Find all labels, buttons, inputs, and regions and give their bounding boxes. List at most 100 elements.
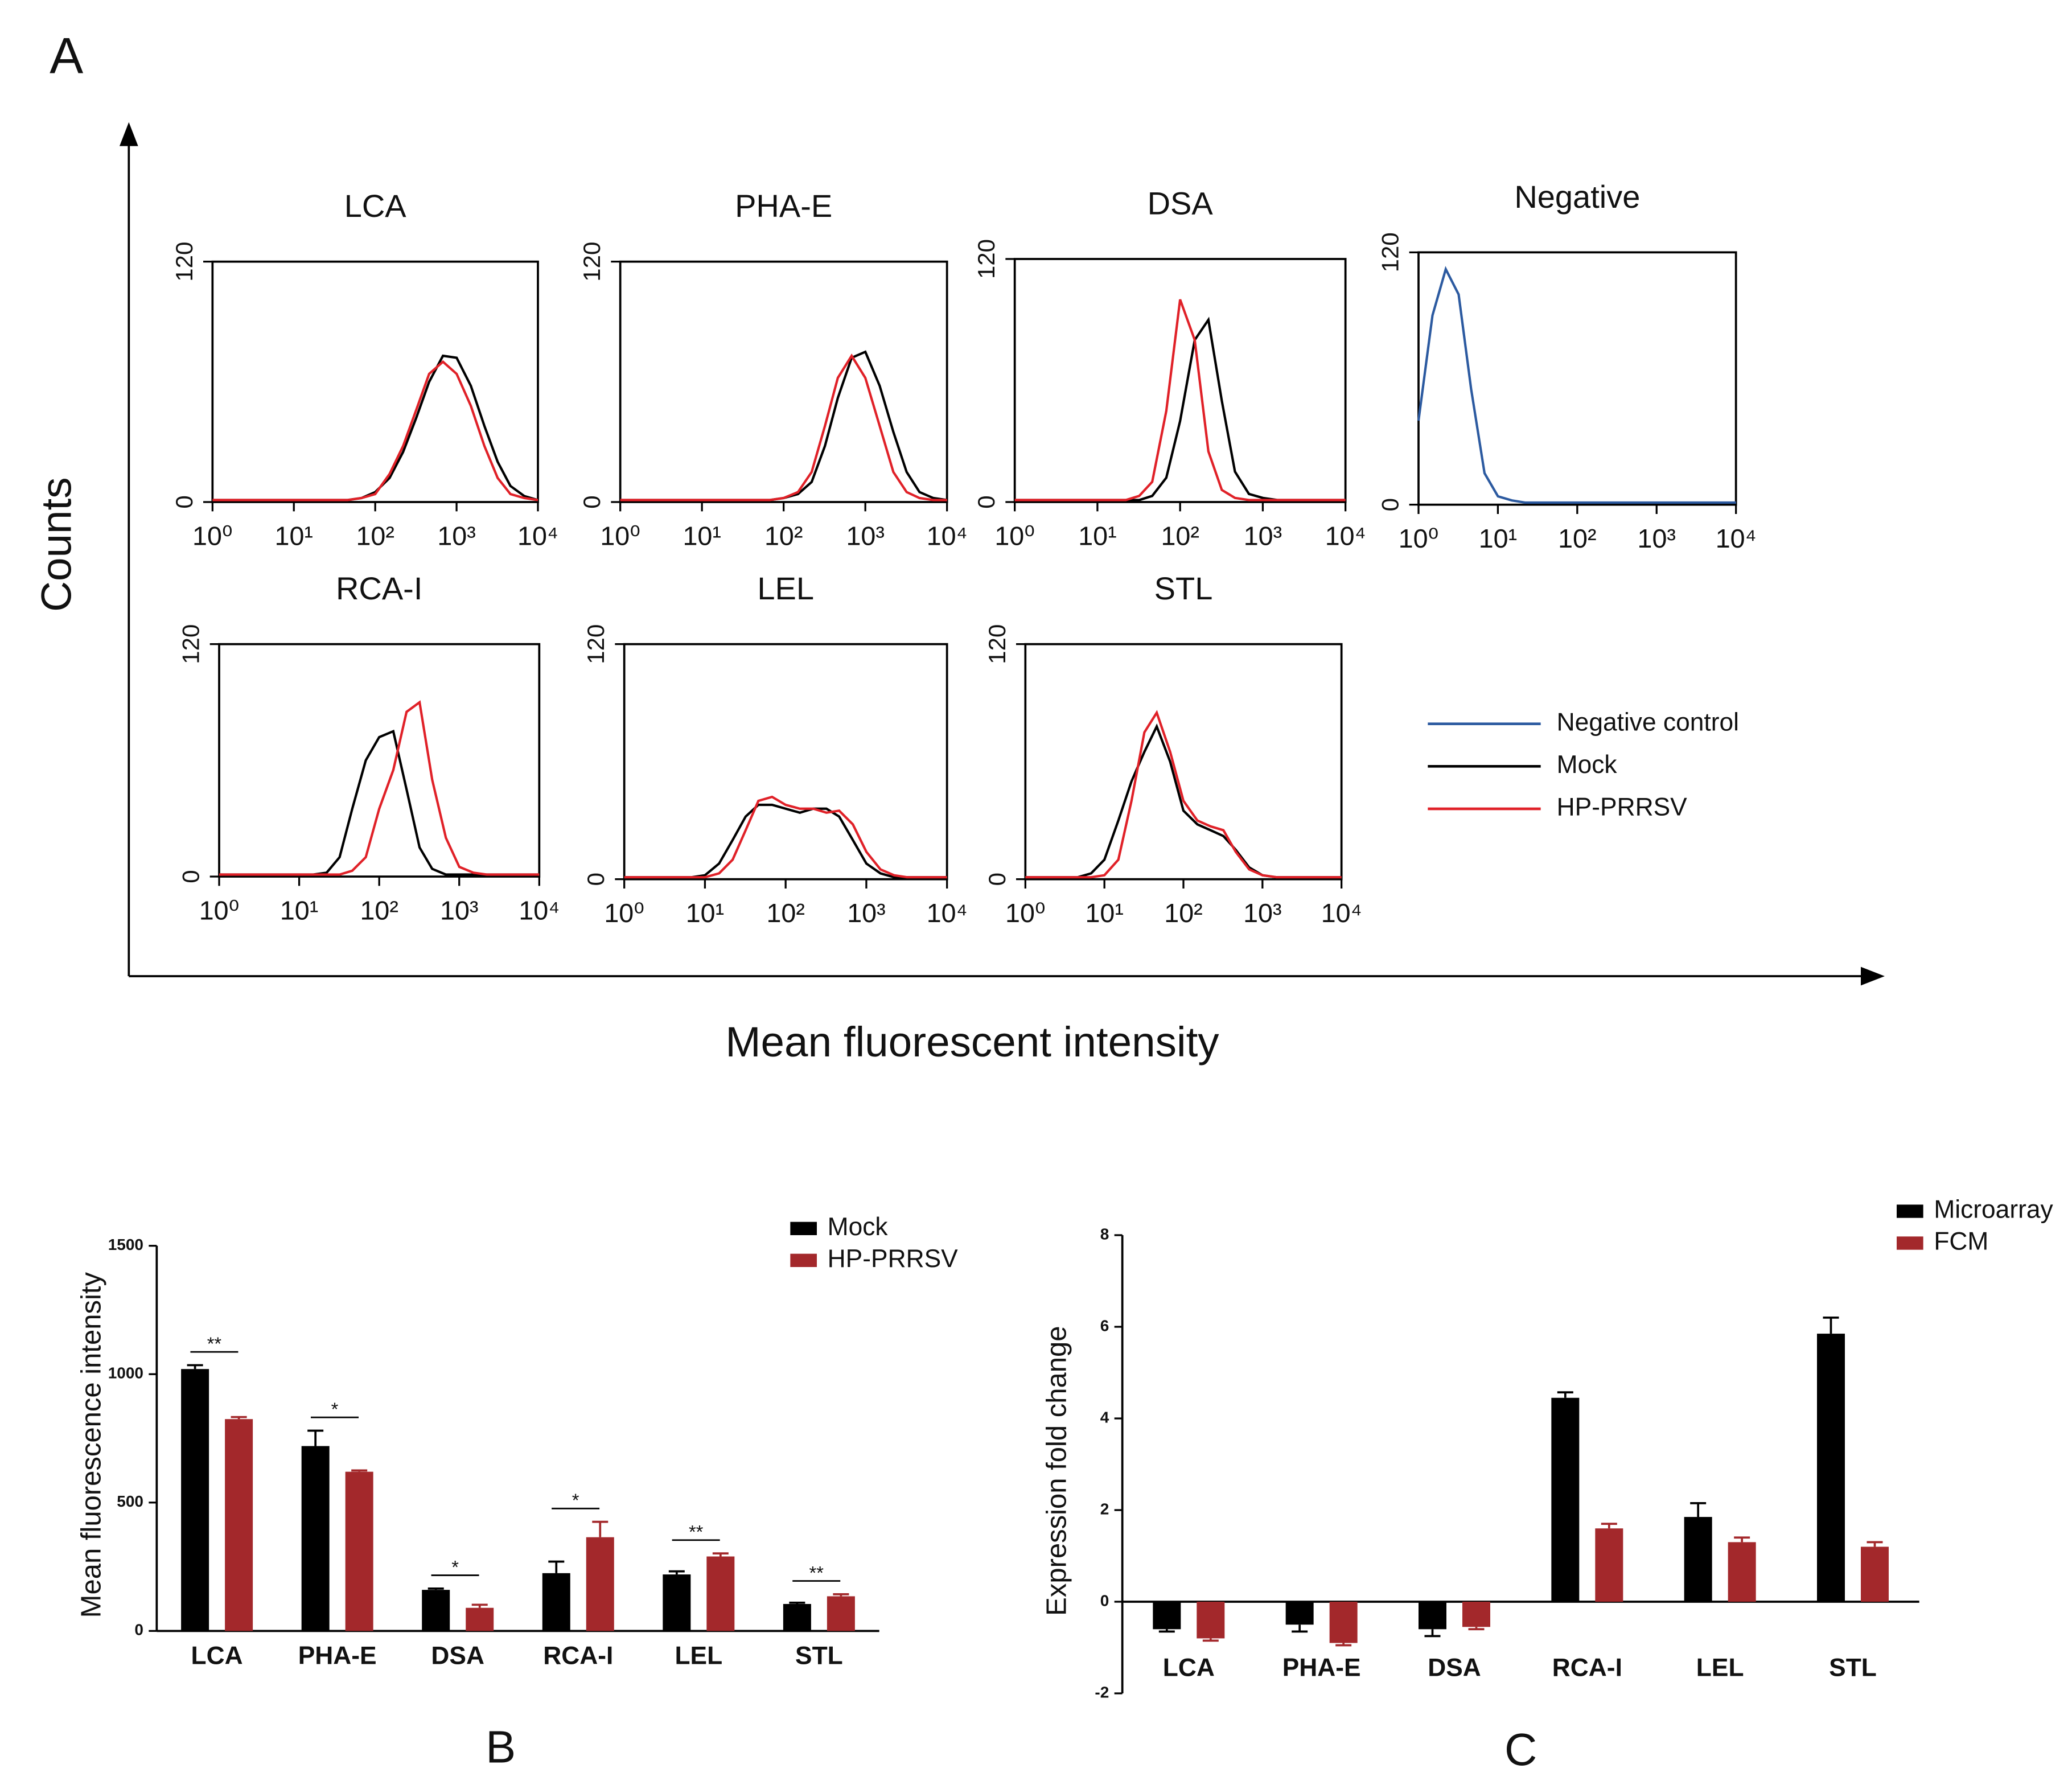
error-bar — [1292, 1624, 1308, 1633]
chart-title: LCA — [344, 188, 407, 224]
x-tick-label: LEL — [1696, 1654, 1744, 1682]
panel-label: A — [50, 27, 83, 84]
histogram-line — [1025, 710, 1342, 879]
error-bar — [548, 1560, 565, 1573]
bar — [663, 1574, 691, 1631]
x-tick-label: 10³ — [847, 898, 885, 928]
legend-swatch — [1897, 1236, 1923, 1250]
x-tick-label: 10⁴ — [927, 898, 968, 928]
x-tick-label: 10¹ — [1078, 521, 1116, 550]
panel-label: C — [1504, 1724, 1537, 1775]
legend-label: Microarray — [1934, 1196, 2053, 1224]
axis-label: Counts — [32, 477, 80, 612]
error-bar — [1424, 1629, 1441, 1638]
x-tick-label: 10⁴ — [927, 521, 968, 550]
x-tick-label: 10² — [766, 898, 804, 928]
error-bar — [833, 1593, 849, 1597]
x-tick-label: 10⁴ — [1325, 521, 1366, 550]
significance-label: * — [331, 1399, 339, 1420]
x-tick-label: 10² — [360, 895, 398, 925]
x-tick-label: 10⁰ — [1399, 524, 1439, 553]
x-tick-label: RCA-I — [1552, 1654, 1622, 1682]
x-tick-label: 10¹ — [275, 521, 313, 550]
y-tick-label: 1000 — [108, 1364, 143, 1382]
x-tick-label: PHA-E — [298, 1642, 377, 1670]
histogram-line — [624, 803, 947, 879]
x-tick-label: 10¹ — [683, 521, 721, 550]
error-bar — [1335, 1643, 1352, 1647]
x-tick-label: STL — [795, 1642, 843, 1670]
axis-label: Mean fluorescence intensity — [76, 1272, 106, 1618]
y-tick-label: 0 — [984, 873, 1010, 886]
axis-label: Expression fold change — [1042, 1326, 1072, 1615]
chart-title: RCA-I — [336, 570, 422, 606]
bar — [706, 1556, 735, 1631]
y-tick-label: 0 — [578, 495, 605, 508]
legend-label: Mock — [1557, 751, 1618, 779]
error-bar — [1158, 1629, 1175, 1633]
plot-frame — [619, 260, 948, 503]
legend-label: Mock — [828, 1213, 889, 1241]
error-bar — [1823, 1317, 1839, 1334]
x-tick-label: 10⁴ — [519, 895, 560, 925]
bar — [1329, 1602, 1358, 1643]
x-tick-label: 10⁰ — [1005, 898, 1046, 928]
y-tick-label: 500 — [117, 1492, 143, 1510]
legend-label: FCM — [1934, 1228, 1988, 1256]
histogram-line — [620, 353, 947, 501]
error-bar — [231, 1416, 247, 1420]
x-tick-label: 10² — [1558, 524, 1596, 553]
x-tick-label: LCA — [191, 1642, 243, 1670]
chart-title: Negative — [1514, 179, 1640, 215]
error-bar — [592, 1520, 609, 1537]
histogram-line — [219, 700, 540, 876]
x-tick-label: 10⁰ — [199, 895, 240, 925]
x-tick-label: 10¹ — [1479, 524, 1517, 553]
histogram-line — [1014, 316, 1346, 501]
x-tick-label: 10⁰ — [192, 521, 233, 550]
bar — [1595, 1528, 1623, 1602]
significance-label: ** — [689, 1521, 704, 1543]
x-tick-label: 10² — [1161, 521, 1199, 550]
x-tick-label: 10³ — [1243, 898, 1281, 928]
bar — [542, 1573, 570, 1631]
error-bar — [187, 1364, 203, 1369]
y-tick-label: 4 — [1100, 1408, 1109, 1426]
bar — [301, 1446, 330, 1631]
significance-label: * — [572, 1490, 579, 1511]
y-tick-label: 0 — [582, 873, 609, 886]
x-tick-label: 10⁴ — [517, 521, 558, 550]
legend-label: HP-PRRSV — [828, 1245, 958, 1273]
arrow-head — [1861, 966, 1885, 986]
error-bar — [351, 1469, 368, 1472]
x-tick-label: LEL — [675, 1642, 722, 1670]
y-tick-label: 120 — [1376, 232, 1403, 272]
error-bar — [427, 1587, 444, 1590]
bar — [1817, 1334, 1845, 1602]
error-bar — [1734, 1536, 1750, 1543]
x-tick-label: LCA — [1163, 1654, 1215, 1682]
x-tick-label: 10⁴ — [1716, 524, 1757, 553]
y-tick-label: -2 — [1095, 1683, 1109, 1701]
significance-label: ** — [207, 1333, 222, 1354]
y-tick-label: 6 — [1100, 1317, 1109, 1334]
x-tick-label: RCA-I — [543, 1642, 613, 1670]
chart-title: DSA — [1148, 185, 1214, 221]
x-tick-label: 10² — [764, 521, 803, 550]
y-tick-label: 0 — [1376, 498, 1403, 511]
bar — [422, 1590, 450, 1631]
x-tick-label: 10³ — [1244, 521, 1282, 550]
plot-frame — [218, 643, 541, 878]
x-tick-label: PHA-E — [1282, 1654, 1361, 1682]
y-tick-label: 0 — [134, 1621, 143, 1639]
x-tick-label: DSA — [431, 1642, 484, 1670]
x-tick-label: 10³ — [437, 521, 475, 550]
plot-frame — [623, 643, 948, 881]
bar — [783, 1603, 811, 1631]
axis-label: Mean fluorescent intensity — [725, 1018, 1219, 1066]
x-tick-label: 10⁰ — [604, 898, 644, 928]
y-tick-label: 120 — [973, 239, 1000, 279]
error-bar — [1468, 1627, 1485, 1631]
